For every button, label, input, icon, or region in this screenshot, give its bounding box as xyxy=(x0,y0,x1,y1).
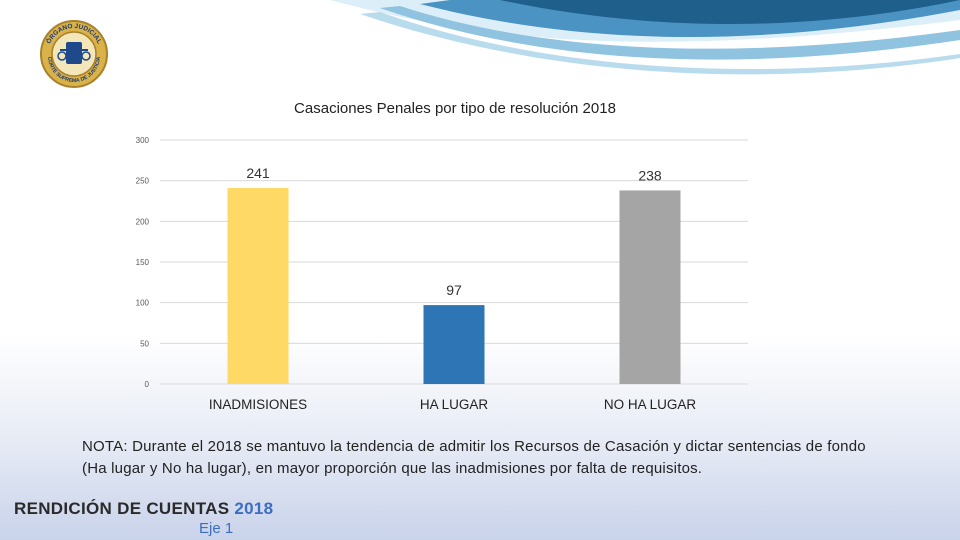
footer-title: RENDICIÓN DE CUENTAS 2018 xyxy=(14,499,273,519)
header-waves xyxy=(330,0,960,75)
bar-no-ha-lugar xyxy=(619,190,681,384)
bar-ha-lugar xyxy=(423,305,485,384)
footer-title-year: 2018 xyxy=(234,499,274,518)
x-category-label: HA LUGAR xyxy=(420,397,489,412)
x-category-label: NO HA LUGAR xyxy=(604,397,697,412)
y-tick-label: 200 xyxy=(136,217,150,226)
chart-title: Casaciones Penales por tipo de resolució… xyxy=(294,100,616,117)
data-label: 241 xyxy=(246,165,270,181)
y-tick-label: 0 xyxy=(145,380,150,389)
note-text: NOTA: Durante el 2018 se mantuvo la tend… xyxy=(82,438,866,477)
footer-subtitle: Eje 1 xyxy=(199,520,234,537)
organo-judicial-logo: ÓRGANO JUDICIAL CORTE SUPREMA DE JUSTICI… xyxy=(40,20,108,88)
y-tick-label: 100 xyxy=(136,299,150,308)
y-tick-label: 250 xyxy=(136,177,150,186)
y-tick-label: 50 xyxy=(140,339,149,348)
bar-inadmisiones xyxy=(227,187,289,384)
footer-title-main: RENDICIÓN DE CUENTAS xyxy=(14,499,230,518)
y-tick-label: 300 xyxy=(136,136,150,145)
data-label: 97 xyxy=(446,282,462,298)
y-tick-label: 150 xyxy=(136,258,150,267)
data-label: 238 xyxy=(638,167,662,183)
x-category-label: INADMISIONES xyxy=(209,397,307,412)
